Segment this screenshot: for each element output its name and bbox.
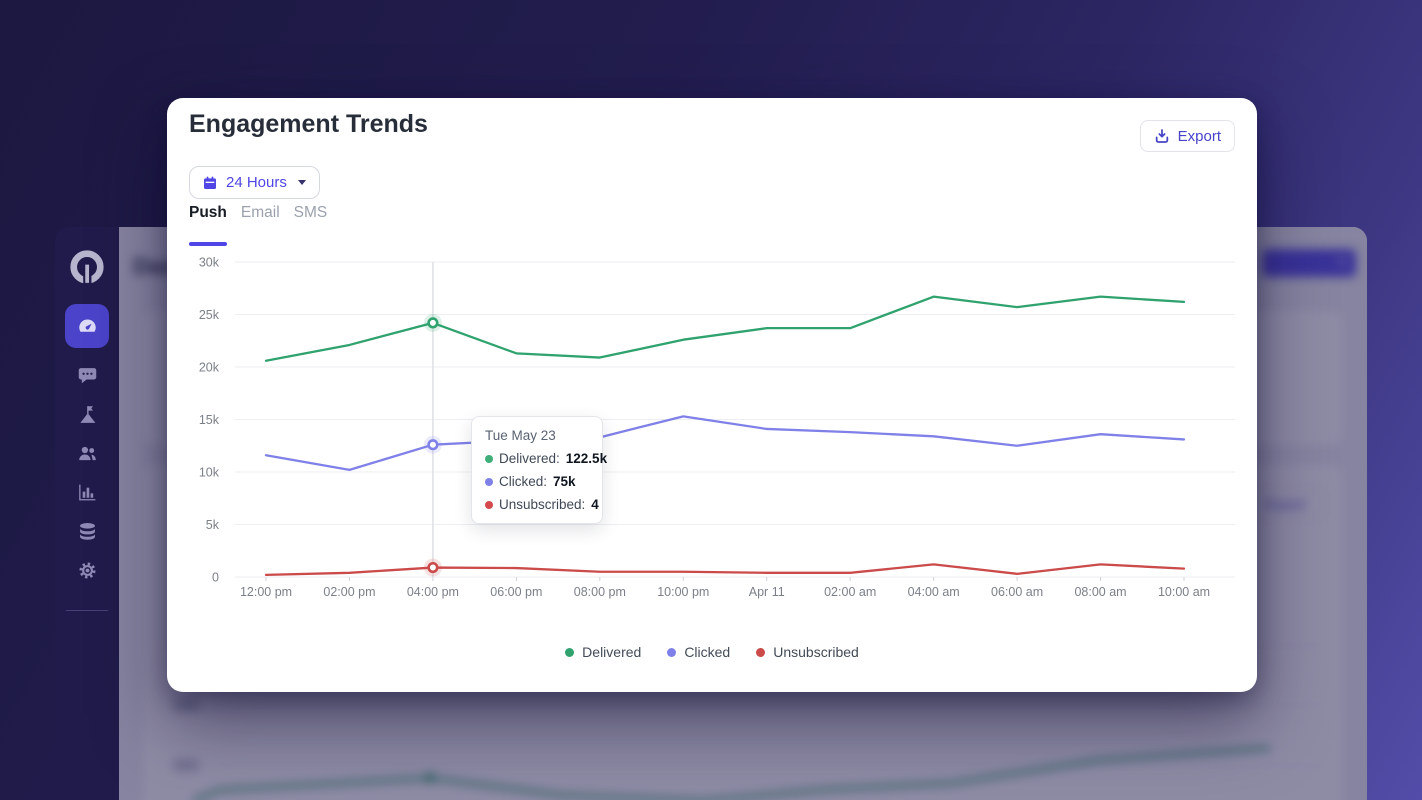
milestone-icon [79, 405, 95, 423]
sidebar-item-database-icon[interactable] [67, 519, 107, 543]
tab-push[interactable]: Push [189, 204, 227, 246]
x-axis-tick-label: 04:00 pm [407, 585, 459, 599]
chart-tooltip: Tue May 23 Delivered: 122.5k Clicked: 75k Un… [471, 416, 607, 524]
x-axis-tick-label: 06:00 pm [490, 585, 542, 599]
series-dot-icon [485, 454, 493, 463]
download-icon [1155, 129, 1168, 143]
legend-label: Unsubscribed [773, 644, 859, 660]
tab-underline [241, 242, 280, 246]
tab-underline [294, 242, 328, 246]
export-label: Export [1177, 127, 1221, 145]
chart-legend: Delivered Clicked Unsubscribed [167, 644, 1257, 660]
x-axis-tick-label: 10:00 pm [657, 585, 709, 599]
sidebar-item-gauge-icon[interactable] [65, 304, 109, 348]
legend-label: Clicked [684, 644, 731, 660]
tooltip-label: Delivered: [499, 451, 560, 466]
export-button[interactable]: Export [1139, 120, 1235, 152]
series-line-delivered [264, 295, 1186, 362]
series-dot-icon [485, 500, 493, 509]
legend-dot-icon [667, 647, 677, 657]
y-axis-tick-label: 0 [212, 571, 219, 585]
channel-tabs: Push Email SMS [189, 204, 327, 246]
active-point-clicked [427, 439, 439, 451]
gear-icon [78, 561, 96, 579]
x-axis-tick-label: 02:00 pm [323, 585, 375, 599]
tooltip-value: 75k [553, 474, 576, 489]
x-axis-tick-label: 08:00 am [1074, 585, 1126, 599]
time-range-selector[interactable]: 24 Hours [189, 166, 320, 199]
x-axis-tick-label: 12:00 pm [240, 585, 292, 599]
legend-label: Delivered [582, 644, 642, 660]
tooltip-label: Clicked: [499, 474, 548, 489]
tab-label: Push [189, 204, 227, 221]
tab-label: SMS [293, 204, 328, 221]
calendar-icon [204, 176, 216, 189]
series-line-clicked [264, 415, 1186, 472]
sidebar-nav [55, 304, 119, 582]
sidebar-item-chat-icon[interactable] [67, 363, 107, 387]
series-line-unsubscribed [264, 563, 1186, 577]
bar-chart-icon [78, 484, 95, 500]
sidebar-item-milestone-icon[interactable] [67, 402, 107, 426]
tab-sms[interactable]: SMS [294, 204, 328, 246]
x-axis-tick-label: 06:00 am [991, 585, 1043, 599]
chat-icon [78, 367, 96, 383]
sidebar-divider [66, 610, 108, 611]
legend-item-unsubscribed: Unsubscribed [756, 644, 859, 660]
legend-dot-icon [565, 647, 575, 657]
chevron-down-icon [297, 180, 306, 185]
users-icon [78, 446, 96, 460]
active-point-delivered [427, 317, 439, 329]
tab-email[interactable]: Email [241, 204, 280, 246]
y-axis-tick-label: 25k [199, 308, 220, 322]
x-axis-tick-label: Apr 11 [749, 585, 785, 599]
database-icon [79, 522, 95, 540]
y-axis-tick-label: 5k [206, 518, 220, 532]
time-range-value: 24 Hours [226, 174, 287, 191]
engagement-line-chart: 0 5k 10k 15k 20k 25k 30k 12:00 pm 02:00 pm 04:00 … [199, 256, 1235, 599]
tooltip-row-unsubscribed: Unsubscribed: 4 [485, 497, 599, 512]
onesignal-logo-icon [68, 248, 106, 286]
sidebar-item-gear-icon[interactable] [67, 558, 107, 582]
gauge-icon [78, 318, 96, 332]
x-axis-tick-label: 02:00 am [824, 585, 876, 599]
x-axis-tick-label: 04:00 am [908, 585, 960, 599]
y-axis-tick-label: 10k [199, 466, 220, 480]
legend-dot-icon [756, 647, 766, 657]
legend-item-clicked: Clicked [667, 644, 730, 660]
tooltip-date: Tue May 23 [485, 428, 556, 443]
tab-label: Email [240, 204, 280, 221]
x-axis-tick-label: 10:00 am [1158, 585, 1210, 599]
y-axis-tick-label: 15k [199, 413, 220, 427]
tooltip-row-clicked: Clicked: 75k [485, 474, 589, 489]
sidebar-item-bar-chart-icon[interactable] [67, 480, 107, 504]
tooltip-value: 122.5k [565, 451, 608, 466]
x-axis-tick-label: 08:00 pm [574, 585, 626, 599]
engagement-trends-modal: Engagement Trends Export 24 Hours Push Em… [167, 98, 1257, 692]
legend-item-delivered: Delivered [565, 644, 641, 660]
y-axis-tick-label: 20k [199, 361, 220, 375]
tooltip-label: Unsubscribed: [499, 497, 586, 512]
series-dot-icon [485, 477, 493, 486]
tooltip-row-delivered: Delivered: 122.5k [485, 451, 607, 466]
tooltip-value: 4 [591, 497, 599, 512]
y-axis-tick-label: 30k [199, 256, 220, 270]
sidebar [55, 227, 119, 800]
modal-title: Engagement Trends [189, 110, 428, 138]
sidebar-item-users-icon[interactable] [67, 441, 107, 465]
tab-underline [189, 242, 227, 246]
active-point-unsubscribed [427, 561, 439, 574]
